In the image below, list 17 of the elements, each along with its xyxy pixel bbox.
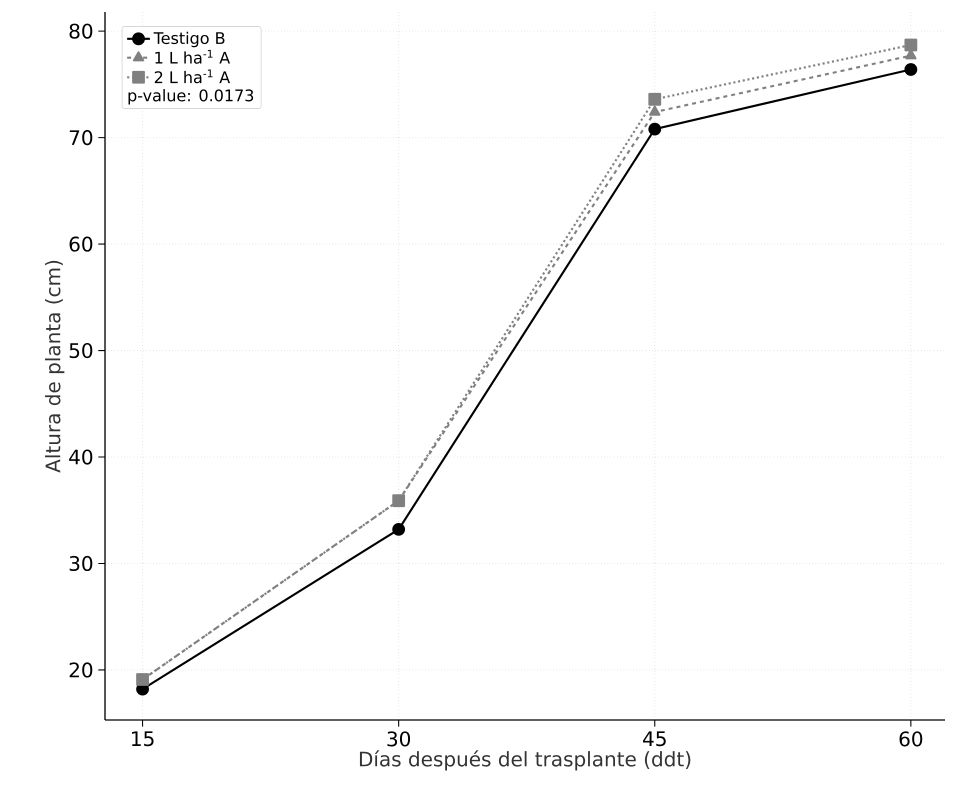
y-tick-label: 60 — [70, 236, 92, 252]
y-tick-label: 30 — [70, 556, 92, 572]
y-tick-label: 20 — [70, 662, 92, 678]
x-tick-label: 30 — [387, 731, 410, 746]
x-axis-title: Días después del trasplante (ddt) — [360, 750, 690, 770]
legend-label: Testigo B — [154, 32, 224, 48]
y-tick-label: 50 — [70, 342, 92, 358]
y-axis-title: Altura de planta (cm) — [45, 260, 64, 473]
x-tick-label: 60 — [900, 731, 922, 746]
legend-label: 2 L ha$^{-1}$ A — [154, 69, 230, 84]
annotation: p-value: 0.0173 — [128, 89, 254, 105]
y-tick-label: 70 — [70, 130, 92, 146]
y-tick-label: 40 — [69, 449, 92, 465]
legend-label: 1 L ha$^{-1}$ A — [155, 50, 230, 64]
x-tick-label: 15 — [132, 731, 154, 746]
x-tick-label: 45 — [643, 731, 666, 746]
y-tick-label: 80 — [70, 24, 92, 39]
